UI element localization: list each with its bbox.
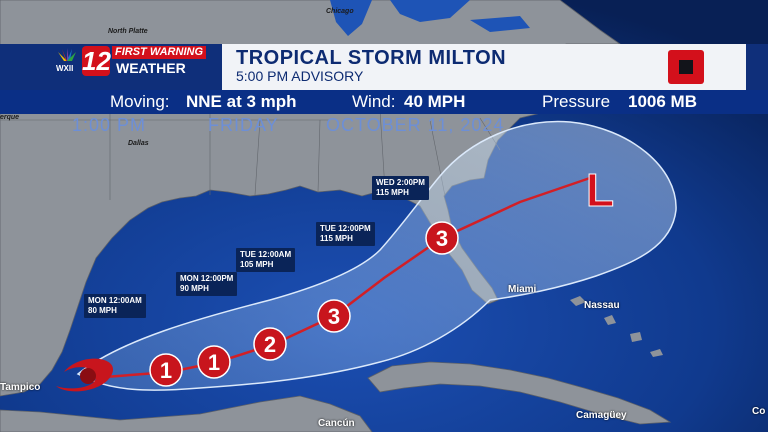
state-borders [0,60,501,200]
forecast-time: MON 12:00PM [180,274,234,283]
valid-day: FRIDAY [208,115,279,135]
forecast-wind: 90 MPH [180,284,209,293]
forecast-time: MON 12:00AM [88,296,142,305]
forecast-label-mon-am: MON 12:00AM 80 MPH [84,294,146,318]
pressure-label: Pressure [542,92,611,111]
forecast-wind: 80 MPH [88,306,117,315]
title-panel [222,44,746,92]
category-number: 2 [264,332,276,357]
forecast-time: WED 2:00PM [376,178,425,187]
forecast-wind: 105 MPH [240,260,274,269]
city-camaguey: Camagüey [576,410,627,421]
moving-label: Moving: [110,92,170,111]
forecast-wind: 115 MPH [320,234,353,243]
brand-first-warning: FIRST WARNING [112,46,206,59]
forecast-wind: 115 MPH [376,188,409,197]
land-cuba [367,361,672,425]
category-number: 1 [208,350,220,375]
wind-value: 40 MPH [404,92,466,111]
city-north-platte: North Platte [108,28,148,35]
land-yucatan [0,395,373,432]
forecast-time: TUE 12:00AM [240,250,292,259]
category-marker-2: 2 [253,327,287,361]
city-miami: Miami [508,284,537,295]
forecast-label-mon-pm: MON 12:00PM 90 MPH [176,272,238,296]
category-number: 3 [436,226,448,251]
category-marker-1a: 1 [149,353,183,387]
pressure-value: 1006 MB [628,92,697,111]
forecast-label-wed-pm: WED 2:00PM 115 MPH [372,176,429,200]
city-tampico: Tampico [0,382,41,393]
logo-number: 12 [82,46,111,76]
category-marker-1b: 1 [197,345,231,379]
valid-time: 1:00 PM [72,115,147,135]
category-marker-3a: 3 [317,299,351,333]
category-number: 3 [328,304,340,329]
category-markers: 1 1 2 3 3 [149,221,459,387]
hurricane-symbol-current [56,358,114,392]
great-lakes [330,0,530,36]
brand-weather: WEATHER [116,60,186,76]
city-cancun: Cancún [318,418,355,429]
forecast-cone [76,120,677,391]
storm-stats-bar: Moving: NNE at 3 mph Wind: 40 MPH Pressu… [0,90,768,114]
city-dallas: Dallas [128,140,149,147]
category-number: 1 [160,358,172,383]
city-albuquerque: erque [0,114,20,121]
city-chicago: Chicago [326,8,354,15]
forecast-time: TUE 12:00PM [320,224,371,233]
land-bahamas [570,296,663,357]
peacock-icon [56,48,78,62]
warning-status-icon [668,50,704,84]
city-nassau: Nassau [584,300,620,311]
category-marker-3b: 3 [425,221,459,255]
logo-callsign: WXII [56,64,74,73]
city-cockburn: Co [752,406,766,417]
wind-label: Wind: [352,92,396,111]
remnant-low-marker: L [586,164,614,216]
valid-date: OCTOBER 11, 2024 [326,115,505,135]
station-logo: WXII 12 FIRST WARNING WEATHER [56,46,206,86]
advisory-time: 5:00 PM ADVISORY [236,68,364,84]
forecast-label-tue-pm: TUE 12:00PM 115 MPH [316,222,375,246]
moving-value: NNE at 3 mph [186,92,297,111]
storm-title: TROPICAL STORM MILTON [236,47,507,69]
forecast-label-tue-am: TUE 12:00AM 105 MPH [236,248,296,272]
